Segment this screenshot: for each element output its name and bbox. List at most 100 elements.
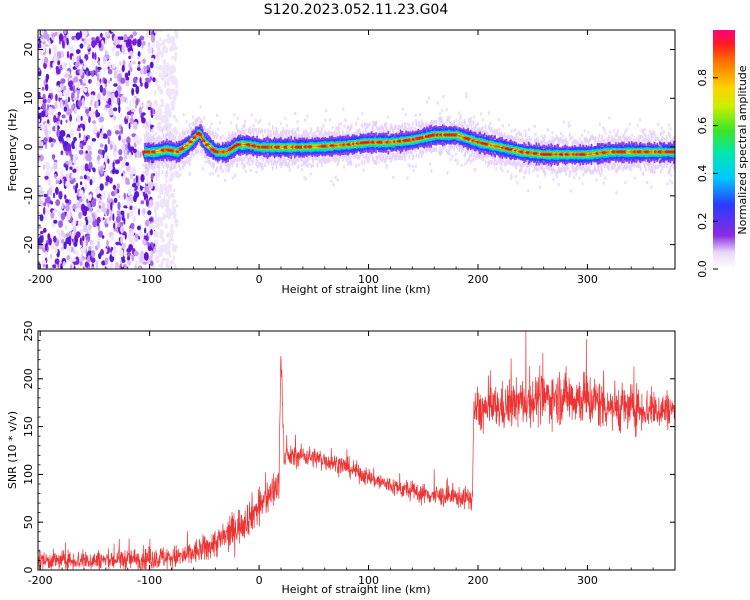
- ridge-halo-speck: [636, 123, 639, 128]
- ridge-band-0: [559, 138, 561, 143]
- ridge-band-0: [150, 136, 152, 141]
- ridge-band-1: [621, 141, 623, 146]
- ridge-band-1: [647, 157, 650, 162]
- ridge-band-0: [353, 152, 355, 157]
- ridge-band-1: [367, 149, 369, 153]
- ridge-band-0: [210, 155, 213, 160]
- ridge-band-1: [283, 139, 285, 143]
- ridge-band-0: [656, 136, 658, 142]
- ridge-band-1: [260, 152, 263, 156]
- ridge-band-0: [528, 167, 531, 172]
- ridge-halo-speck: [285, 123, 288, 128]
- ridge-band-0: [257, 159, 259, 164]
- ridge-band-1: [458, 141, 461, 146]
- noise-speck: [43, 30, 48, 40]
- ridge-band-0: [481, 153, 483, 159]
- ridge-halo-speck: [151, 129, 154, 134]
- ridge-band-1: [288, 138, 291, 143]
- ridge-band-0: [589, 170, 592, 175]
- ridge-halo-speck: [430, 169, 433, 173]
- ridge-band-1: [544, 146, 546, 150]
- noise-speck: [73, 76, 79, 83]
- noise-speck: [48, 39, 51, 47]
- noise-speck: [124, 143, 128, 151]
- ridge-band-1: [653, 159, 656, 163]
- ridge-band-0: [491, 154, 494, 160]
- noise-speck: [112, 115, 117, 121]
- ridge-band-0: [276, 131, 278, 136]
- noise-speck: [38, 91, 41, 97]
- ridge-band-0: [203, 153, 206, 158]
- noise-speck: [59, 83, 63, 89]
- ridge-band-0: [547, 166, 550, 171]
- ridge-band-0: [580, 165, 582, 170]
- noise-speck: [135, 104, 137, 109]
- noise-speck: [146, 64, 150, 71]
- noise-speck: [72, 165, 75, 170]
- ridge-band-0: [365, 152, 368, 157]
- ridge-band-0: [455, 144, 458, 149]
- noise-speck: [126, 111, 132, 116]
- ridge-band-1: [230, 155, 233, 160]
- noise-speck: [156, 204, 159, 209]
- noise-speck: [146, 121, 149, 128]
- ridge-halo-speck: [474, 167, 477, 172]
- ridge-band-0: [320, 159, 322, 164]
- ridge-band-1: [152, 142, 155, 146]
- ridge-band-0: [617, 138, 619, 143]
- ridge-halo-speck: [585, 164, 588, 168]
- ridge-band-0: [495, 160, 497, 165]
- ridge-band-1: [448, 126, 450, 130]
- ridge-band-1: [497, 152, 500, 157]
- noise-speck: [69, 129, 75, 136]
- ridge-band-1: [546, 159, 549, 164]
- ridge-band-1: [417, 145, 419, 150]
- noise-speck: [171, 76, 175, 82]
- ridge-band-0: [441, 146, 444, 151]
- ridge-band-0: [261, 129, 264, 134]
- ridge-halo-speck: [248, 162, 252, 167]
- ridge-band-1: [499, 137, 502, 141]
- noise-speck: [150, 107, 153, 116]
- ridge-band-1: [477, 133, 480, 138]
- ridge-halo-speck: [357, 163, 360, 167]
- ridge-band-0: [498, 131, 501, 136]
- ridge-halo-speck: [304, 118, 307, 122]
- ridge-band-1: [364, 148, 367, 153]
- noise-speck: [46, 209, 50, 215]
- ridge-halo-speck: [536, 174, 539, 178]
- ridge-band-1: [294, 138, 297, 143]
- ridge-band-1: [608, 141, 610, 146]
- ridge-band-0: [393, 154, 396, 159]
- ridge-band-0: [276, 160, 278, 165]
- ridge-band-0: [347, 125, 349, 130]
- noise-speck: [132, 183, 137, 188]
- noise-speck: [109, 143, 113, 150]
- noise-speck: [113, 222, 116, 230]
- ridge-halo-speck: [516, 181, 519, 185]
- ridge-band-1: [167, 156, 170, 160]
- noise-speck: [104, 248, 108, 253]
- ridge-band-0: [588, 142, 590, 147]
- ridge-band-1: [620, 143, 623, 147]
- ridge-band-1: [332, 137, 334, 141]
- ridge-band-1: [479, 131, 482, 135]
- ridge-band-1: [587, 160, 589, 164]
- ridge-band-0: [439, 146, 441, 151]
- ridge-band-0: [295, 133, 298, 138]
- noise-speck: [131, 87, 135, 96]
- noise-speck: [90, 114, 96, 119]
- ridge-band-1: [659, 141, 661, 145]
- noise-speck: [41, 86, 45, 91]
- ridge-band-1: [488, 151, 490, 155]
- noise-speck: [165, 69, 169, 75]
- noise-speck: [166, 82, 171, 87]
- noise-speck: [111, 63, 116, 69]
- ridge-band-1: [413, 132, 415, 136]
- ridge-band-1: [478, 150, 481, 154]
- ridge-band-0: [427, 124, 429, 129]
- ridge-band-1: [490, 134, 493, 139]
- noise-speck: [120, 77, 126, 84]
- ridge-halo-speck: [648, 129, 652, 134]
- ridge-band-0: [158, 135, 160, 140]
